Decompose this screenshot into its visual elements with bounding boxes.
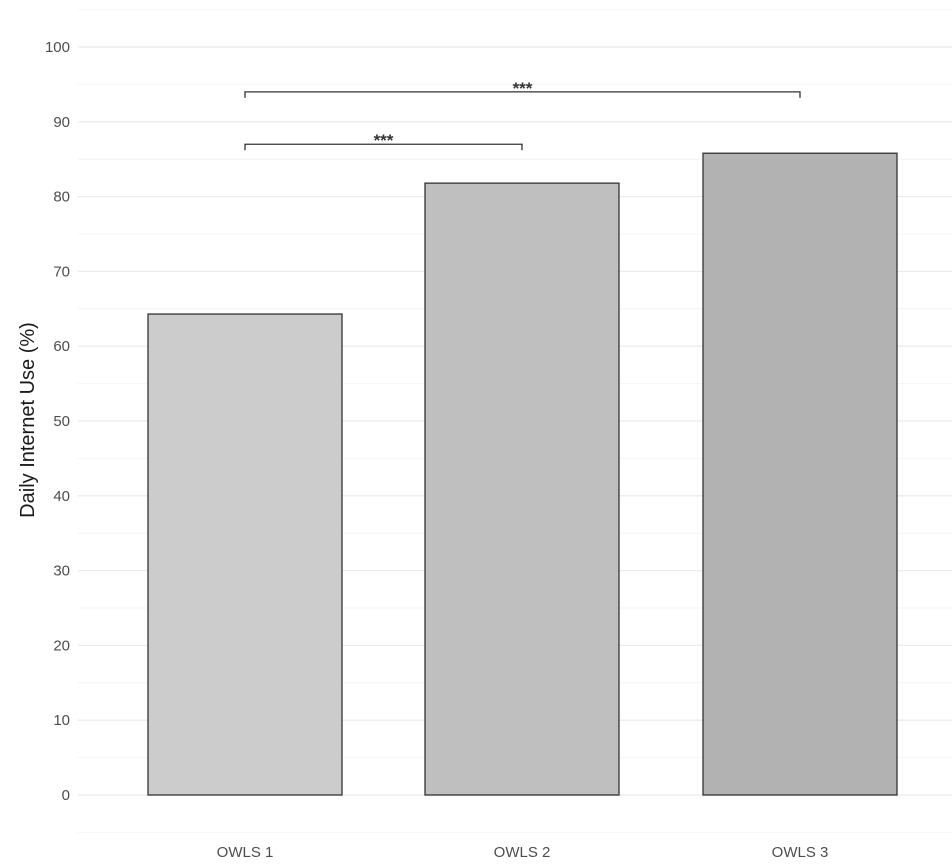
x-axis-ticks: OWLS 1 OWLS 2 OWLS 3	[217, 844, 829, 861]
y-axis-label: Daily Internet Use (%)	[17, 322, 39, 518]
bars	[147, 152, 898, 796]
x-tick-label: OWLS 3	[772, 844, 829, 861]
y-tick-label: 40	[53, 488, 70, 505]
y-tick-label: 80	[53, 189, 70, 206]
y-tick-label: 30	[53, 563, 70, 580]
x-tick-label: OWLS 1	[217, 844, 274, 861]
significance-bracket	[244, 143, 523, 151]
y-tick-label: 60	[53, 338, 70, 355]
bar-1	[147, 313, 343, 796]
y-tick-label: 70	[53, 263, 70, 280]
significance-label: ***	[374, 131, 394, 150]
y-tick-label: 90	[53, 114, 70, 131]
y-tick-label: 10	[53, 712, 70, 729]
y-axis-ticks: 0 10 20 30 40 50 60 70 80 90 100	[45, 39, 70, 804]
y-tick-label: 50	[53, 413, 70, 430]
y-tick-label: 20	[53, 637, 70, 654]
y-tick-label: 100	[45, 39, 70, 56]
significance-brackets: *** ***	[244, 79, 801, 151]
bar-2	[424, 182, 620, 796]
x-tick-label: OWLS 2	[494, 844, 551, 861]
y-tick-label: 0	[62, 787, 70, 804]
significance-label: ***	[513, 79, 533, 98]
significance-bracket	[244, 91, 801, 98]
bar-3	[702, 152, 898, 796]
